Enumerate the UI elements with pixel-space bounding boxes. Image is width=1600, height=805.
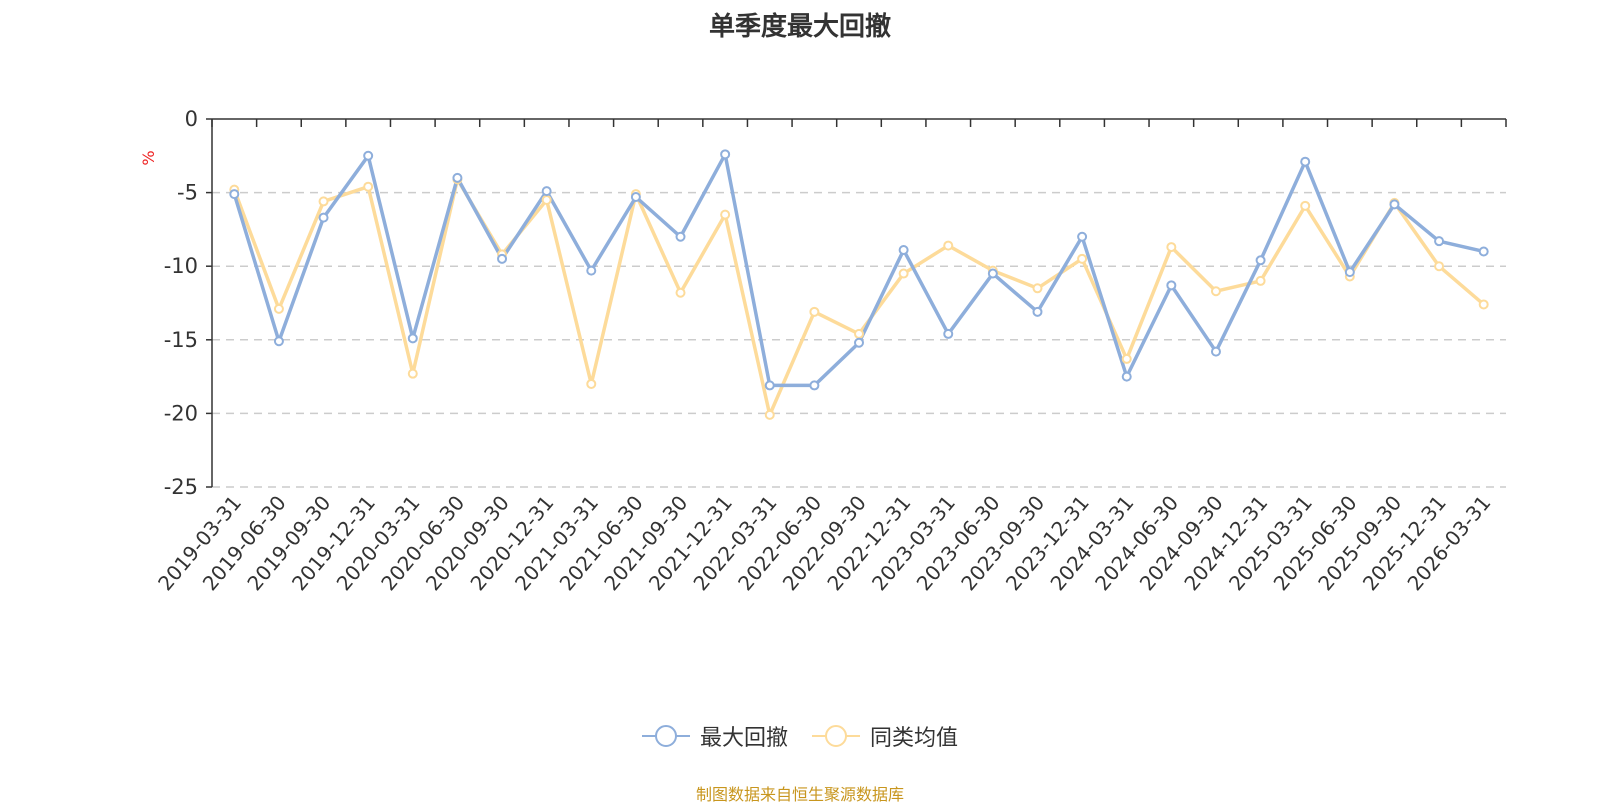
data-point-peer-average [586, 378, 597, 389]
data-point-peer-average [1210, 286, 1221, 297]
data-point-max-drawdown [1478, 246, 1489, 257]
data-point-max-drawdown [1434, 236, 1445, 247]
data-point-max-drawdown [764, 380, 775, 391]
data-point-max-drawdown [809, 380, 820, 391]
data-point-max-drawdown [452, 172, 463, 183]
data-point-max-drawdown [407, 333, 418, 344]
y-axis-unit-label: % [139, 150, 158, 165]
data-point-peer-average [898, 268, 909, 279]
y-tick-label: -15 [164, 328, 198, 352]
data-point-max-drawdown [273, 336, 284, 347]
data-point-max-drawdown [318, 212, 329, 223]
data-point-peer-average [1166, 242, 1177, 253]
data-point-max-drawdown [675, 231, 686, 242]
data-point-max-drawdown [1389, 199, 1400, 210]
data-point-peer-average [854, 328, 864, 339]
data-point-max-drawdown [1210, 346, 1221, 357]
data-point-peer-average [1121, 353, 1132, 364]
data-point-max-drawdown [1344, 267, 1355, 278]
data-point-max-drawdown [363, 150, 374, 161]
data-point-max-drawdown [943, 328, 954, 339]
data-point-peer-average [363, 181, 374, 192]
data-point-max-drawdown [1255, 255, 1266, 266]
series-line-max-drawdown [232, 152, 1485, 388]
chart-title: 单季度最大回撤 [708, 12, 891, 42]
y-tick-label: -10 [164, 254, 198, 278]
data-point-max-drawdown [987, 268, 998, 279]
data-point-max-drawdown [497, 253, 508, 264]
data-point-max-drawdown [229, 189, 240, 200]
data-point-max-drawdown [854, 337, 864, 348]
legend-item-max-drawdown[interactable]: 最大回撤 [641, 720, 788, 752]
data-point-max-drawdown [1121, 371, 1132, 382]
legend-label-max-drawdown: 最大回撤 [699, 726, 788, 751]
data-point-peer-average [720, 209, 731, 220]
data-point-peer-average [1478, 299, 1489, 310]
legend-item-peer-average[interactable]: 同类均值 [812, 720, 958, 752]
legend-label-peer-average: 同类均值 [870, 726, 959, 751]
data-point-max-drawdown [1166, 280, 1177, 291]
legend-marker-max-drawdown [641, 725, 690, 747]
footer-source: 制图数据来自恒生聚源数据库 [695, 785, 904, 804]
y-tick-label: -20 [164, 401, 198, 425]
data-point-peer-average [273, 303, 284, 314]
data-point-max-drawdown [1077, 231, 1088, 242]
data-point-peer-average [407, 368, 418, 379]
data-point-max-drawdown [1032, 306, 1043, 317]
data-point-peer-average [1077, 253, 1088, 264]
legend: 最大回撤 同类均值 [0, 720, 1600, 752]
data-point-max-drawdown [541, 186, 552, 197]
y-tick-label: -5 [177, 181, 198, 205]
legend-marker-peer-average [812, 725, 860, 747]
data-point-peer-average [809, 306, 820, 317]
data-point-peer-average [675, 287, 686, 298]
y-tick-label: -25 [164, 475, 198, 499]
data-point-peer-average [1300, 200, 1311, 211]
data-point-peer-average [1032, 283, 1043, 294]
data-point-peer-average [1434, 261, 1445, 272]
data-point-peer-average [764, 409, 775, 420]
y-tick-label: 0 [185, 107, 198, 131]
data-point-max-drawdown [630, 192, 641, 203]
data-point-max-drawdown [1300, 156, 1311, 167]
data-point-peer-average [943, 240, 954, 251]
data-point-peer-average [1255, 275, 1266, 286]
data-point-max-drawdown [586, 265, 597, 276]
data-point-max-drawdown [898, 245, 909, 256]
data-point-peer-average [541, 194, 552, 205]
data-point-peer-average [318, 196, 329, 207]
series-line-peer-average [232, 177, 1485, 417]
data-point-max-drawdown [720, 149, 731, 160]
